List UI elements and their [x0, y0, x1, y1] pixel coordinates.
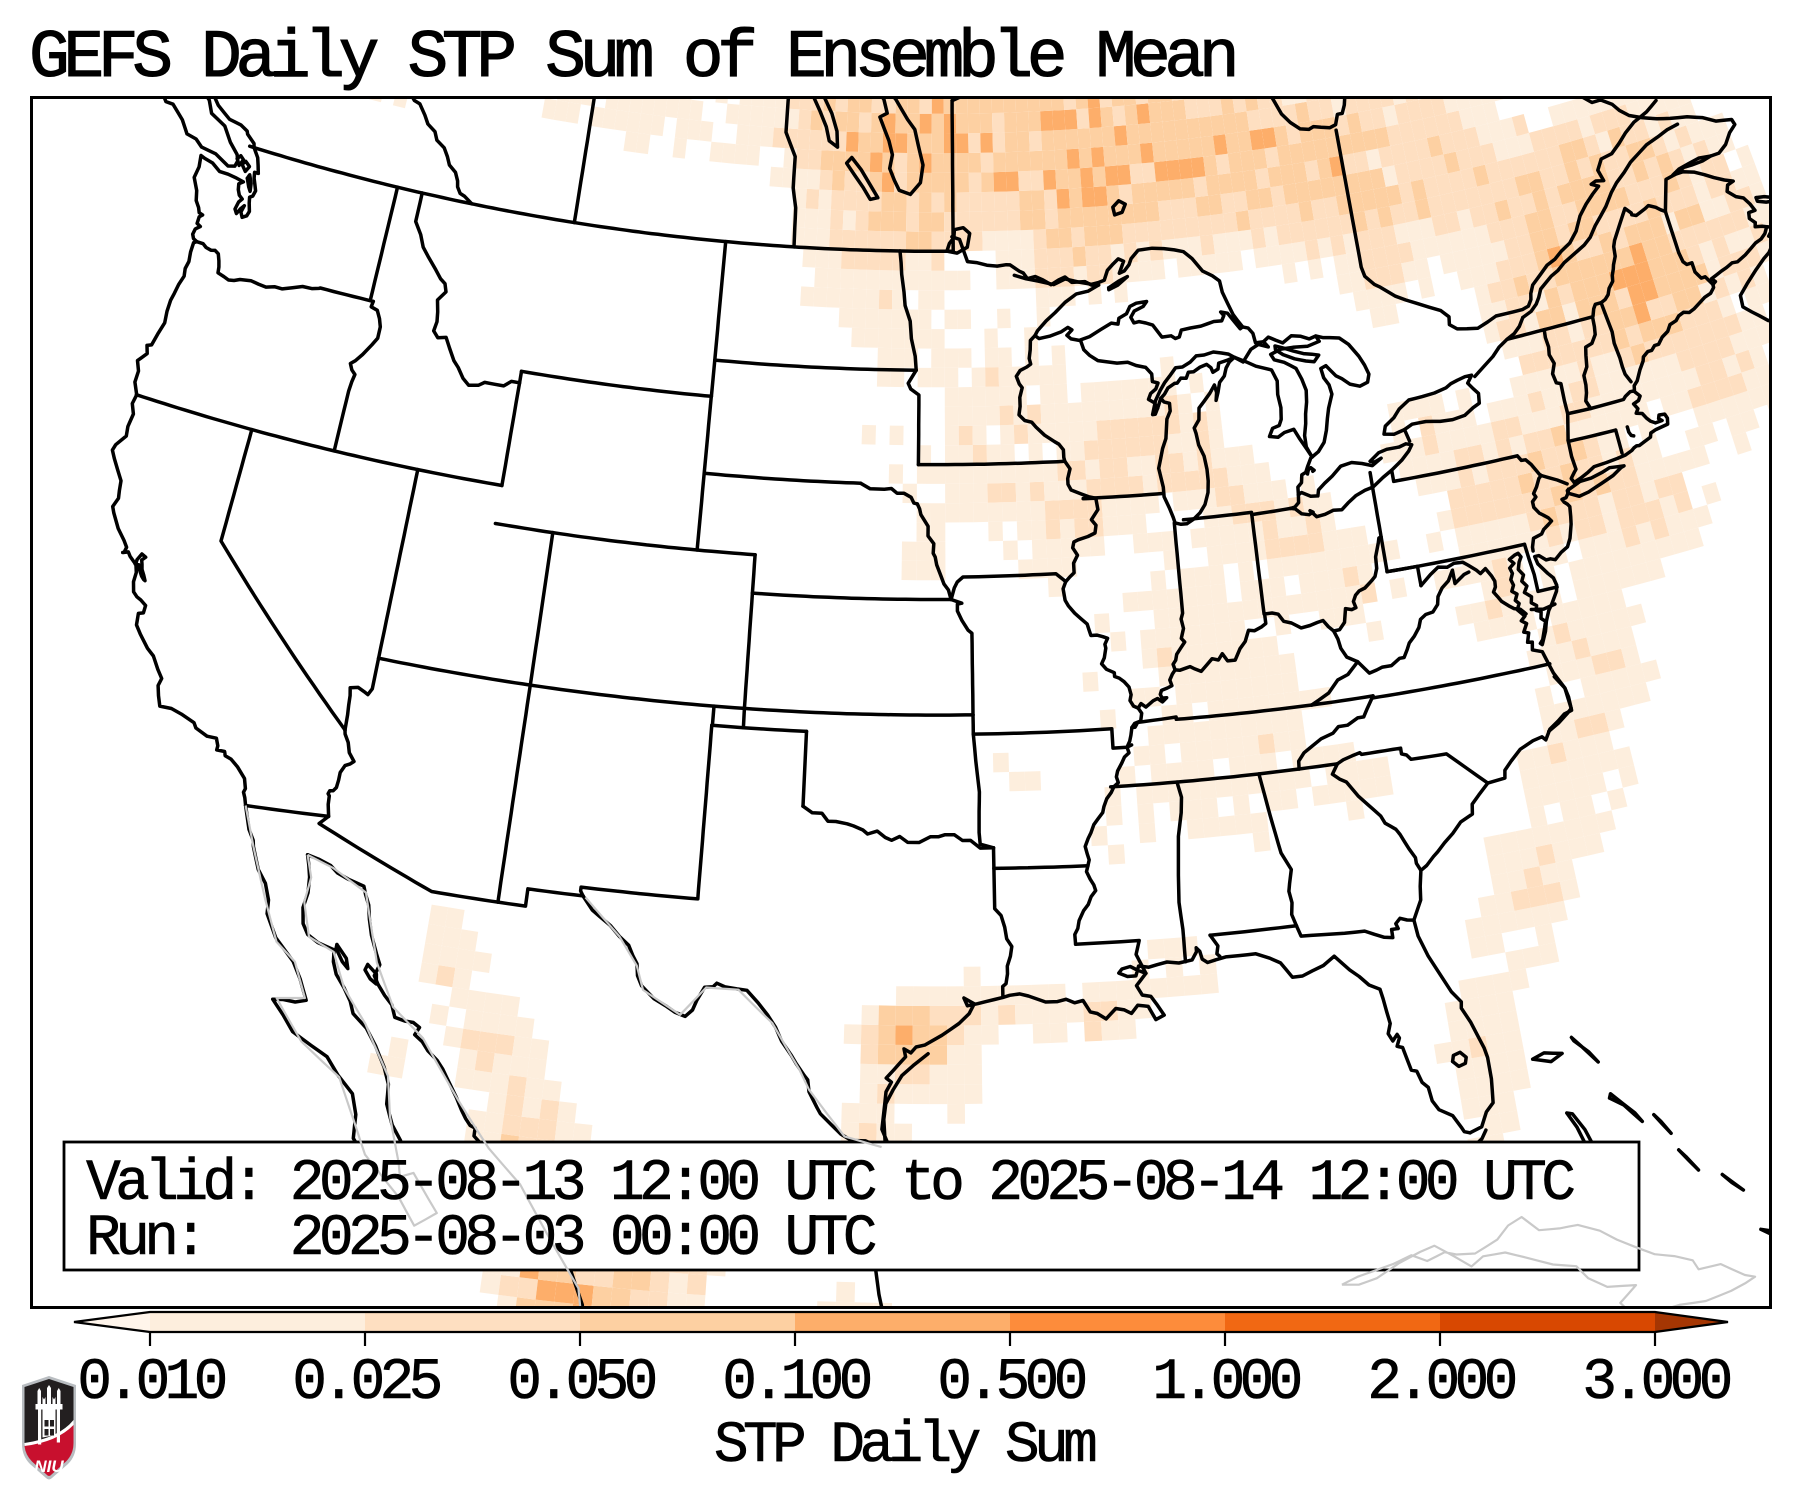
svg-text:0.100: 0.100	[722, 1351, 870, 1416]
svg-text:STP Daily Sum: STP Daily Sum	[714, 1414, 1095, 1479]
svg-text:0.025: 0.025	[292, 1351, 440, 1416]
svg-text:1.000: 1.000	[1152, 1351, 1300, 1416]
svg-text:0.050: 0.050	[507, 1351, 655, 1416]
svg-text:2.000: 2.000	[1367, 1351, 1515, 1416]
svg-text:NIU: NIU	[34, 1457, 64, 1476]
svg-text:3.000: 3.000	[1582, 1351, 1730, 1416]
svg-text:0.010: 0.010	[77, 1351, 225, 1416]
svg-text:0.500: 0.500	[937, 1351, 1085, 1416]
